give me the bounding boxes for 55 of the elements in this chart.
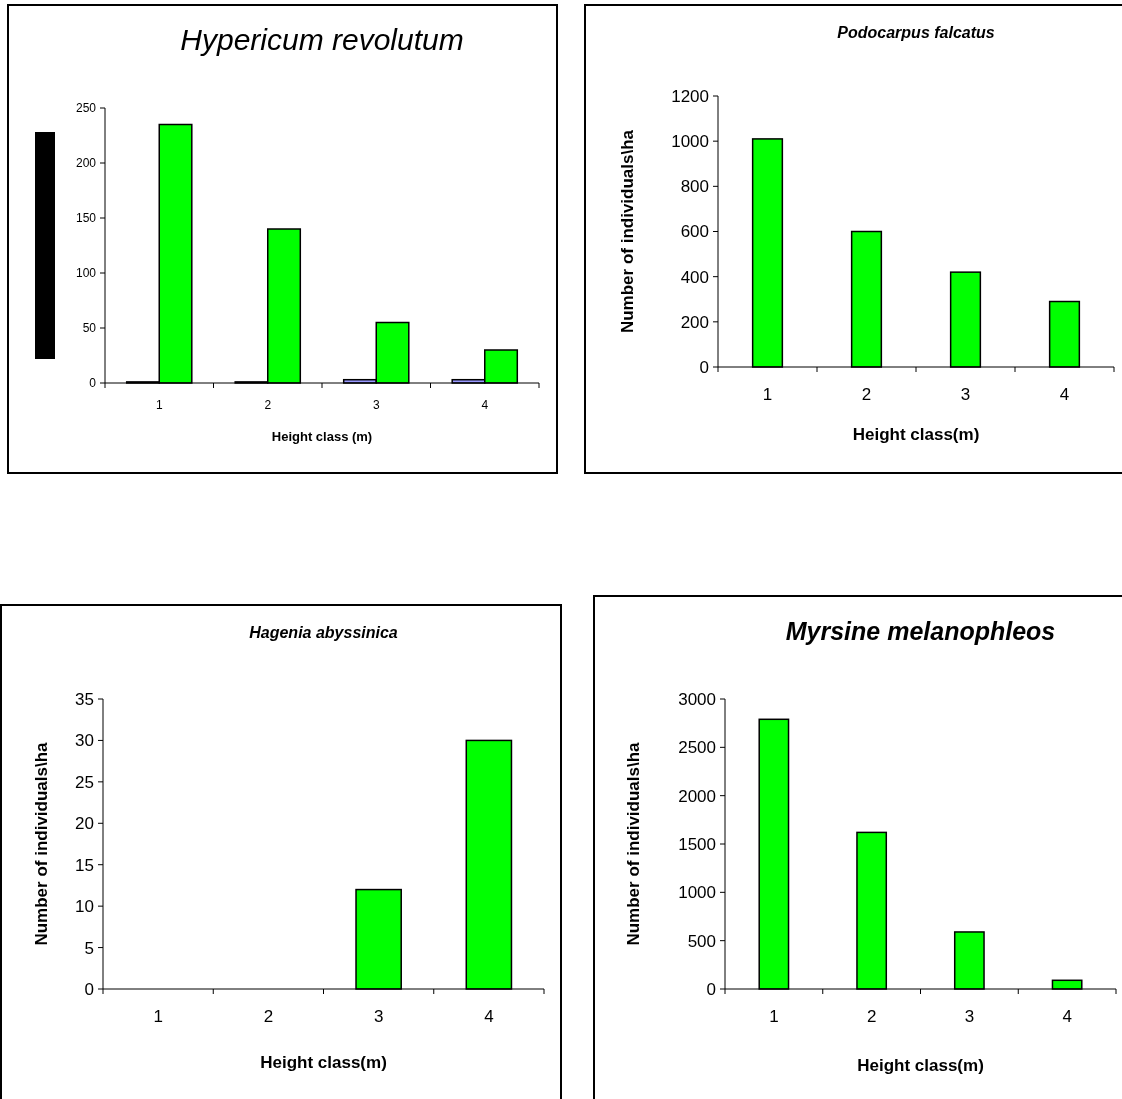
chart-title: Podocarpus falcatus: [837, 24, 995, 41]
chart-title: Hagenia abyssinica: [249, 624, 398, 641]
y-tick-label: 1500: [678, 834, 716, 854]
x-tick-label: 2: [263, 1006, 274, 1026]
chart-title: Hypericum revolutum: [180, 23, 464, 56]
x-tick-label: 1: [769, 1006, 779, 1026]
x-tick-label: 2: [861, 384, 872, 404]
y-tick-label: 200: [680, 312, 709, 332]
y-tick-label: 0: [84, 979, 94, 999]
y-tick-label: 50: [82, 321, 97, 336]
x-tick-label: 3: [964, 1006, 975, 1026]
y-tick-label: 800: [680, 177, 709, 197]
x-tick-label: 3: [960, 384, 971, 404]
y-tick-label: 500: [687, 931, 716, 951]
y-tick-label: 250: [75, 101, 97, 116]
x-tick-label: 4: [1062, 1006, 1072, 1026]
y-tick-label: 200: [75, 156, 97, 171]
y-tick-label: 10: [75, 897, 94, 917]
x-axis-title: Height class(m): [857, 1056, 984, 1075]
y-tick-label: 30: [75, 731, 94, 751]
x-tick-label: 1: [153, 1006, 163, 1026]
chart-title: Myrsine melanophleos: [785, 617, 1056, 645]
x-tick-label: 4: [484, 1006, 494, 1026]
y-tick-label: 100: [75, 266, 97, 281]
y-tick-label: 0: [699, 357, 709, 377]
y-tick-label: 150: [75, 211, 97, 226]
y-tick-label: 0: [706, 979, 716, 999]
y-tick-label: 1200: [671, 86, 709, 106]
y-tick-label: 3000: [678, 689, 716, 709]
x-tick-label: 1: [762, 384, 773, 404]
x-axis-title: Height class(m): [852, 425, 980, 444]
x-tick-label: 2: [866, 1006, 877, 1026]
y-axis-title: Number of individuals\ha: [32, 741, 51, 946]
x-tick-label: 4: [1059, 384, 1070, 404]
y-tick-label: 2500: [678, 738, 716, 758]
x-tick-label: 4: [481, 398, 489, 413]
x-tick-label: 1: [155, 398, 163, 413]
y-tick-label: 1000: [678, 883, 716, 903]
y-tick-label: 5: [84, 938, 94, 958]
y-axis-title: Number of individuals\ha: [624, 741, 643, 946]
y-tick-label: 25: [75, 772, 94, 792]
y-tick-label: 600: [680, 222, 709, 242]
y-tick-label: 15: [75, 855, 94, 875]
y-tick-label: 0: [89, 376, 97, 391]
x-tick-label: 2: [264, 398, 272, 413]
y-tick-label: 35: [75, 689, 94, 709]
x-tick-label: 3: [373, 1006, 384, 1026]
y-tick-label: 1000: [671, 132, 709, 152]
x-axis-title: Height class(m): [260, 1053, 387, 1072]
y-tick-label: 400: [680, 267, 709, 287]
x-axis-title: Height class (m): [271, 429, 373, 444]
y-tick-label: 2000: [678, 786, 716, 806]
x-tick-label: 3: [372, 398, 380, 413]
y-tick-label: 20: [75, 814, 94, 834]
y-axis-title: Number of individuals\ha: [618, 129, 637, 334]
